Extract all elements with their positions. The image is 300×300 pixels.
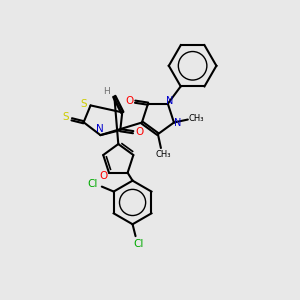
Text: O: O [125, 96, 133, 106]
Text: H: H [103, 87, 110, 96]
Text: Cl: Cl [133, 239, 144, 249]
Text: Cl: Cl [88, 178, 98, 189]
Text: N: N [166, 96, 173, 106]
Text: N: N [96, 124, 103, 134]
Text: O: O [135, 127, 143, 137]
Text: S: S [62, 112, 69, 122]
Text: CH₃: CH₃ [189, 114, 205, 123]
Text: O: O [99, 171, 107, 181]
Text: CH₃: CH₃ [155, 151, 171, 160]
Text: N: N [174, 118, 182, 128]
Text: S: S [80, 99, 87, 110]
